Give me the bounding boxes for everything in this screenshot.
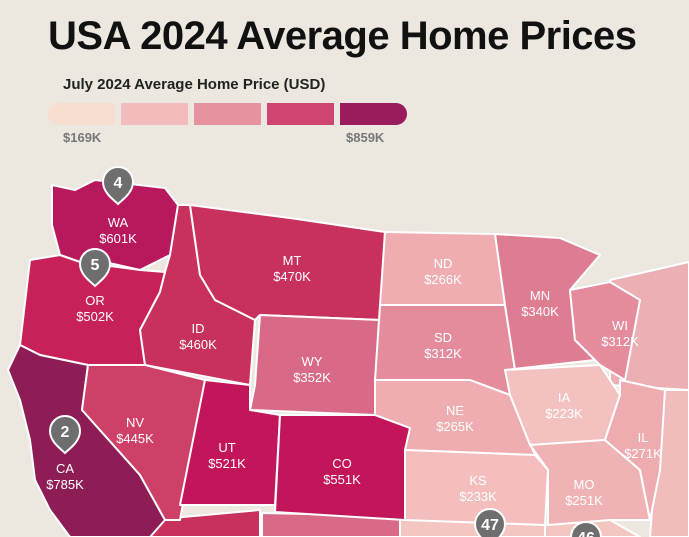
state-label-ND-price: $266K (424, 272, 462, 287)
state-label-NE-abbr: NE (446, 403, 464, 418)
state-label-IL-abbr: IL (638, 430, 649, 445)
rank-pin-OR: 5 (78, 248, 112, 288)
state-shape-WI (569, 281, 641, 381)
state-label-OR-abbr: OR (85, 293, 105, 308)
state-label-WI-abbr: WI (612, 318, 628, 333)
state-label-KS-abbr: KS (469, 473, 487, 488)
rank-pin-WA-label: 4 (114, 175, 123, 192)
state-shape-KS (404, 449, 549, 526)
state-label-CA-abbr: CA (56, 461, 74, 476)
state-label-SD-price: $312K (424, 346, 462, 361)
legend-swatch-2 (121, 103, 188, 125)
state-label-MN-abbr: MN (530, 288, 550, 303)
state-label-WA-abbr: WA (108, 215, 129, 230)
state-label-WI-price: $312K (601, 334, 639, 349)
state-label-SD-abbr: SD (434, 330, 452, 345)
state-label-MO-price: $251K (565, 493, 603, 508)
state-label-CO-abbr: CO (332, 456, 352, 471)
state-labels: WA $601K OR $502K CA $785K ID $460K NV $… (46, 215, 662, 508)
rank-pin-46: 46 (569, 521, 603, 537)
rank-pin-CA-label: 2 (61, 424, 70, 441)
state-label-OR-price: $502K (76, 309, 114, 324)
state-label-MO-abbr: MO (574, 477, 595, 492)
rank-pin-OR-label: 5 (91, 257, 100, 274)
legend-swatch-4 (267, 103, 334, 125)
rank-pin-46-label: 46 (577, 530, 595, 537)
state-label-ID-price: $460K (179, 337, 217, 352)
state-shape-NV (81, 364, 206, 521)
state-label-MT-abbr: MT (283, 253, 302, 268)
state-label-ND-abbr: ND (434, 256, 453, 271)
state-label-WY-abbr: WY (302, 354, 323, 369)
state-label-MN-price: $340K (521, 304, 559, 319)
state-label-IL-price: $271K (624, 446, 662, 461)
state-shape-WA (51, 179, 179, 271)
page-title: USA 2024 Average Home Prices (48, 14, 637, 58)
legend-max-label: $859K (346, 130, 385, 145)
legend-title: July 2024 Average Home Price (USD) (63, 76, 326, 93)
state-label-WY-price: $352K (293, 370, 331, 385)
legend-swatch-3 (194, 103, 261, 125)
state-label-IA-abbr: IA (558, 390, 571, 405)
rank-pin-WA: 4 (101, 166, 135, 206)
rank-pin-47-label: 47 (481, 517, 499, 534)
state-label-CA-price: $785K (46, 477, 84, 492)
state-shape-IL (604, 379, 666, 521)
state-label-UT-price: $521K (208, 456, 246, 471)
state-label-NE-price: $265K (436, 419, 474, 434)
state-label-MT-price: $470K (273, 269, 311, 284)
state-shape-WY (249, 314, 381, 416)
legend-swatch-1 (48, 103, 115, 125)
state-label-NV-abbr: NV (126, 415, 144, 430)
legend-color-scale (48, 103, 407, 125)
state-label-WA-price: $601K (99, 231, 137, 246)
state-label-ID-abbr: ID (192, 321, 205, 336)
rank-pin-47: 47 (473, 508, 507, 537)
state-label-NV-price: $445K (116, 431, 154, 446)
state-label-IA-price: $223K (545, 406, 583, 421)
state-label-UT-abbr: UT (218, 440, 235, 455)
state-label-CO-price: $551K (323, 472, 361, 487)
legend-min-label: $169K (63, 130, 102, 145)
legend-swatch-5 (340, 103, 407, 125)
rank-pin-CA: 2 (48, 415, 82, 455)
state-label-KS-price: $233K (459, 489, 497, 504)
